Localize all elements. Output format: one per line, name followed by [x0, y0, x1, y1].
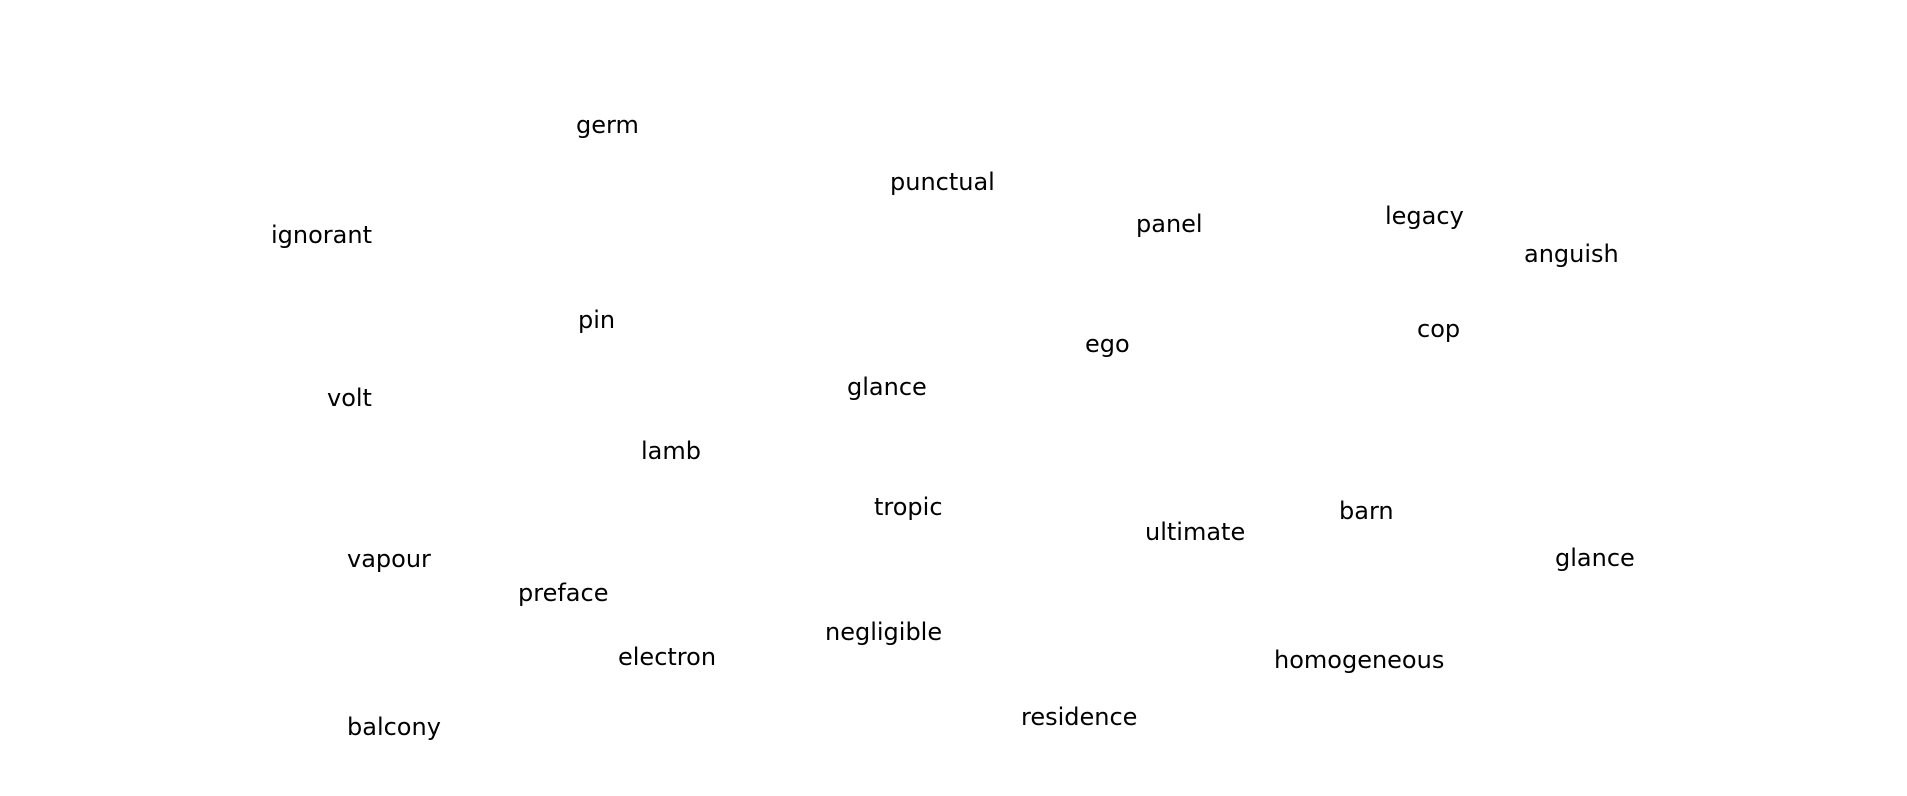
word-volt[interactable]: volt: [327, 384, 372, 412]
word-ignorant[interactable]: ignorant: [271, 221, 372, 249]
word-tropic[interactable]: tropic: [874, 493, 943, 521]
word-anguish[interactable]: anguish: [1524, 240, 1619, 268]
word-cop[interactable]: cop: [1417, 315, 1461, 343]
word-vapour[interactable]: vapour: [347, 545, 431, 573]
word-balcony[interactable]: balcony: [347, 713, 441, 741]
word-panel[interactable]: panel: [1136, 210, 1203, 238]
word-glance[interactable]: glance: [847, 373, 927, 401]
word-preface[interactable]: preface: [518, 579, 609, 607]
word-negligible[interactable]: negligible: [825, 618, 943, 646]
word-residence[interactable]: residence: [1021, 703, 1138, 731]
word-germ[interactable]: germ: [576, 111, 639, 139]
word-electron[interactable]: electron: [618, 643, 717, 671]
word-barn[interactable]: barn: [1339, 497, 1394, 525]
word-homogeneous[interactable]: homogeneous: [1274, 646, 1445, 674]
word-punctual[interactable]: punctual: [890, 168, 995, 196]
word-legacy[interactable]: legacy: [1385, 202, 1464, 230]
word-lamb[interactable]: lamb: [641, 437, 701, 465]
word-ultimate[interactable]: ultimate: [1145, 518, 1246, 546]
word-ego[interactable]: ego: [1085, 330, 1130, 358]
word-glance-2[interactable]: glance: [1555, 544, 1635, 572]
word-pin[interactable]: pin: [578, 306, 616, 334]
